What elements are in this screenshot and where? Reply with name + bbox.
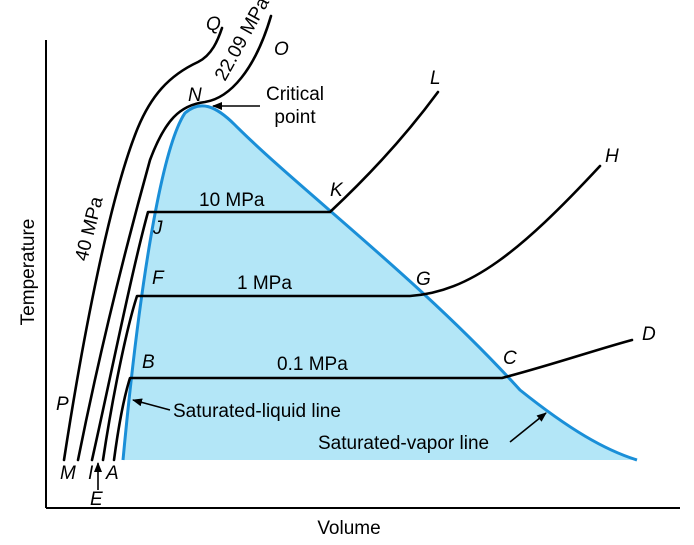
- isobar-0.1mpa: [112, 338, 634, 462]
- isobar-10mpa: [90, 90, 440, 462]
- point-o: O: [274, 39, 289, 60]
- saturated-liquid-label: Saturated-liquid line: [173, 401, 341, 422]
- point-m: M: [60, 463, 76, 484]
- saturated-vapor-arrow: [509, 412, 547, 443]
- point-e: E: [90, 489, 103, 510]
- point-j: J: [152, 218, 163, 239]
- saturated-vapor-label: Saturated-vapor line: [318, 433, 489, 454]
- isobar-40mpa: [62, 26, 224, 462]
- point-p: P: [56, 394, 69, 415]
- label-1mpa: 1 MPa: [237, 273, 292, 294]
- critical-point-label-2: point: [274, 107, 316, 128]
- isobar-22mpa: [76, 14, 273, 462]
- label-10mpa: 10 MPa: [199, 190, 265, 211]
- point-i: I: [88, 463, 94, 484]
- y-axis-title: Temperature: [18, 219, 39, 326]
- point-q: Q: [206, 14, 221, 35]
- label-22mpa: 22.09 MPa: [211, 0, 274, 84]
- saturation-dome-line: [121, 104, 638, 462]
- saturated-liquid-arrow: [132, 398, 171, 411]
- point-h: H: [605, 146, 619, 167]
- critical-point-label: Critical: [266, 84, 324, 105]
- x-axis-title: Volume: [317, 518, 380, 539]
- point-g: G: [416, 269, 431, 290]
- isobar-1mpa: [101, 164, 602, 462]
- point-l: L: [430, 68, 441, 89]
- point-c: C: [503, 348, 517, 369]
- two-phase-region: [123, 105, 637, 460]
- point-k: K: [330, 180, 344, 201]
- point-a: A: [105, 463, 119, 484]
- point-d: D: [642, 324, 656, 345]
- point-f: F: [152, 268, 165, 289]
- label-0.1mpa: 0.1 MPa: [277, 354, 348, 375]
- point-n: N: [188, 85, 202, 106]
- point-b: B: [142, 352, 155, 373]
